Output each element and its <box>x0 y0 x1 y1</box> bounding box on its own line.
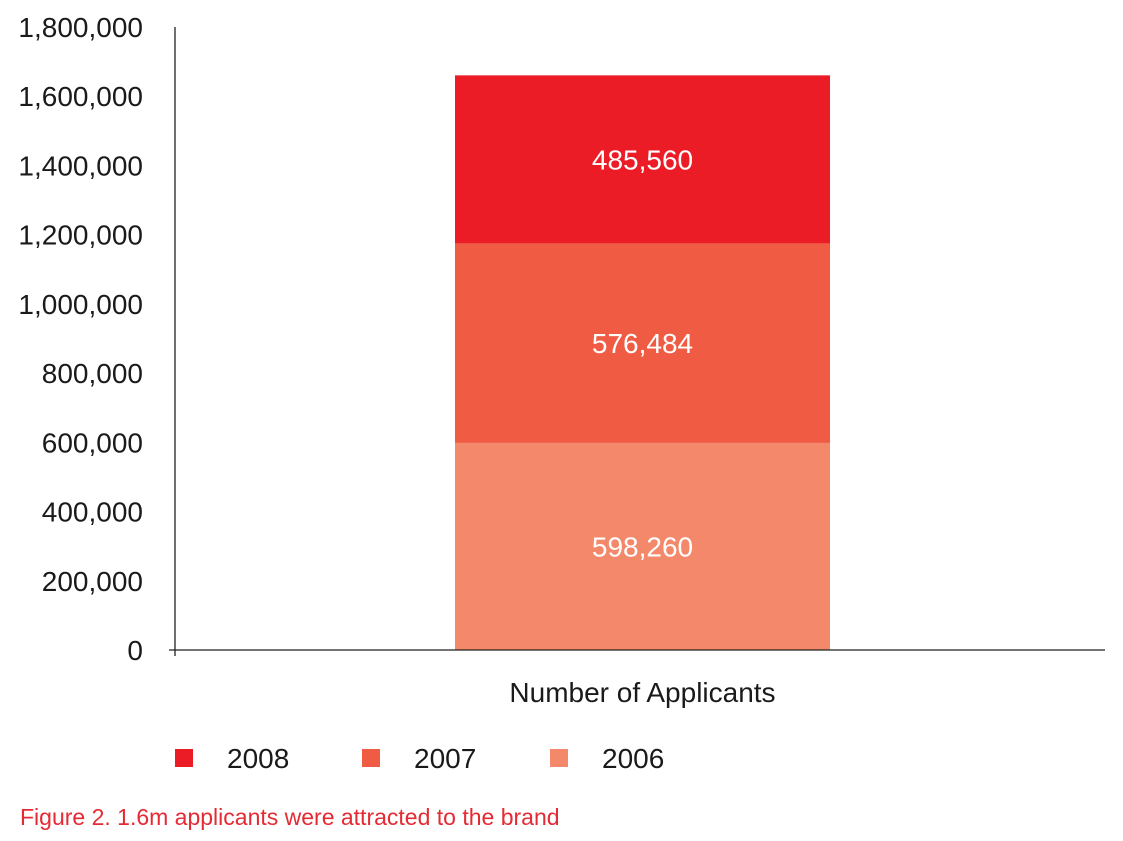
stacked-bar-chart: 0 200,000 400,000 600,000 800,000 1,000,000 1,… <box>18 12 1105 774</box>
y-tick-label: 600,000 <box>42 427 143 458</box>
bar-segment-2007 <box>455 243 830 443</box>
bar-segment-2008 <box>455 75 830 244</box>
y-tick-label: 1,000,000 <box>18 289 143 320</box>
y-tick-label: 200,000 <box>42 566 143 597</box>
legend-swatch-2008 <box>175 749 193 767</box>
y-tick-label: 0 <box>127 635 143 666</box>
bar-stack: 598,260 576,484 485,560 <box>455 75 830 650</box>
legend: 2008 2007 2006 <box>175 743 664 774</box>
legend-label-2008: 2008 <box>227 743 289 774</box>
y-tick-label: 1,400,000 <box>18 150 143 181</box>
y-tick-label: 1,600,000 <box>18 81 143 112</box>
x-axis-category-label: Number of Applicants <box>509 677 775 708</box>
data-label-2007: 576,484 <box>592 328 693 359</box>
y-tick-label: 1,800,000 <box>18 12 143 43</box>
y-tick-label: 1,200,000 <box>18 220 143 251</box>
y-axis: 0 200,000 400,000 600,000 800,000 1,000,000 1,… <box>18 12 176 666</box>
y-tick-label: 800,000 <box>42 358 143 389</box>
data-label-2008: 485,560 <box>592 144 693 175</box>
x-axis: Number of Applicants <box>169 649 1105 708</box>
legend-swatch-2006 <box>550 749 568 767</box>
y-tick-label: 400,000 <box>42 497 143 528</box>
legend-swatch-2007 <box>362 749 380 767</box>
legend-label-2006: 2006 <box>602 743 664 774</box>
legend-label-2007: 2007 <box>414 743 476 774</box>
data-label-2006: 598,260 <box>592 531 693 562</box>
figure-caption: Figure 2. 1.6m applicants were attracted… <box>20 804 560 830</box>
bar-segment-2006 <box>455 442 830 650</box>
